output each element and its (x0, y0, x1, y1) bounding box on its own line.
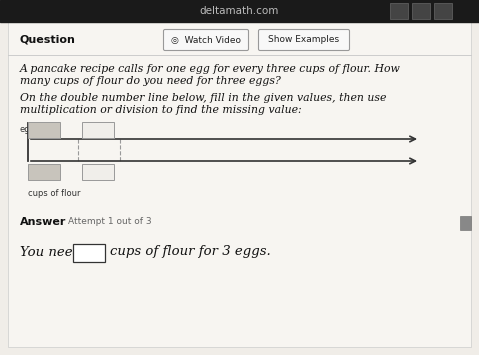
Bar (82, 164, 114, 180)
FancyBboxPatch shape (259, 29, 350, 50)
Bar (73, 244, 105, 262)
Text: deltamath.com: deltamath.com (200, 6, 279, 16)
Text: eggs: eggs (20, 125, 40, 133)
FancyBboxPatch shape (163, 29, 249, 50)
Text: multiplication or division to find the missing value:: multiplication or division to find the m… (20, 105, 302, 115)
Text: On the double number line below, fill in the given values, then use: On the double number line below, fill in… (20, 93, 387, 103)
Bar (390, 3, 408, 19)
Text: Answer: Answer (20, 217, 67, 227)
Bar (0, 0, 479, 22)
Text: Show Examples: Show Examples (268, 36, 340, 44)
Text: cups of flour: cups of flour (28, 190, 80, 198)
Bar (28, 122, 60, 138)
Bar (460, 216, 471, 230)
Bar (434, 3, 452, 19)
Text: many cups of flour do you need for three eggs?: many cups of flour do you need for three… (20, 76, 281, 86)
Bar (28, 164, 60, 180)
Text: You need: You need (20, 246, 81, 258)
Text: cups of flour for 3 eggs.: cups of flour for 3 eggs. (110, 246, 271, 258)
Bar (412, 3, 430, 19)
Text: A pancake recipe calls for one egg for every three cups of flour. How: A pancake recipe calls for one egg for e… (20, 64, 401, 74)
Bar (82, 122, 114, 138)
Text: Question: Question (20, 35, 76, 45)
Text: Attempt 1 out of 3: Attempt 1 out of 3 (68, 218, 152, 226)
Text: ◎  Watch Video: ◎ Watch Video (171, 36, 241, 44)
